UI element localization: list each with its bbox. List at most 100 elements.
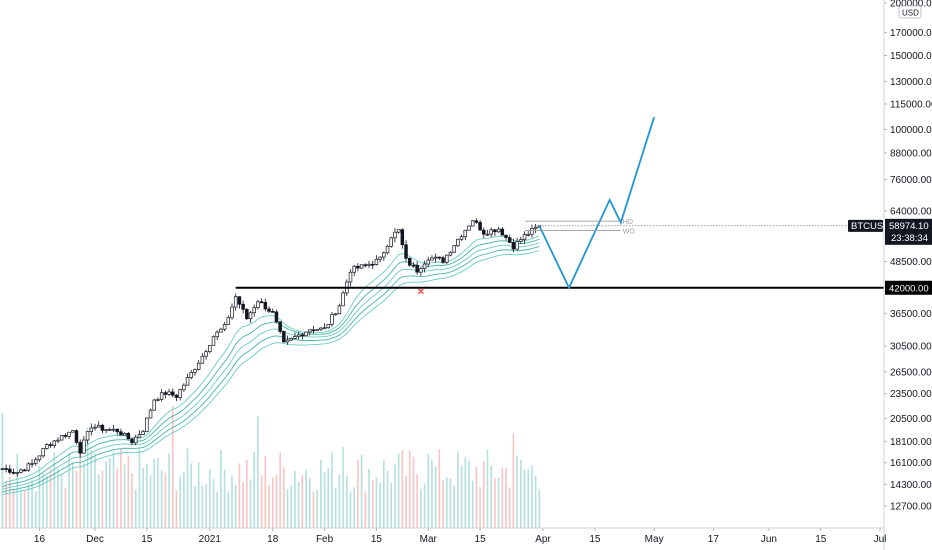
volume-bar [116, 468, 119, 528]
ma-line [2, 235, 540, 485]
volume-bar [338, 474, 341, 528]
time-tick-label: May [645, 534, 664, 545]
candle-body [341, 292, 345, 307]
candle-body [130, 438, 134, 444]
volume-bar [501, 467, 504, 528]
candle-body [37, 455, 42, 461]
volume-bar [31, 479, 33, 528]
candle-body [152, 399, 156, 411]
volume-bar [342, 446, 344, 528]
volume-bar [146, 463, 148, 528]
price-tick-label: 48500.00 [890, 257, 932, 268]
candle-body [63, 435, 68, 437]
volume-bar [523, 469, 526, 528]
candle-body [230, 306, 234, 319]
volume-bar [349, 491, 352, 528]
volume-bar [531, 465, 533, 528]
price-tick-label: 88000.00 [890, 148, 932, 159]
volume-bar [390, 482, 393, 528]
volume-bar [471, 480, 474, 528]
support-line[interactable]: 42000.00 [235, 280, 932, 295]
candle-body [211, 336, 216, 346]
time-tick-label: Dec [86, 534, 104, 545]
candle-body [441, 257, 445, 263]
volume-bar [27, 484, 30, 528]
candle-body [445, 254, 449, 263]
candle-body [122, 432, 127, 436]
volume-bar [283, 467, 285, 528]
volume-bar [238, 463, 241, 528]
candle-body [245, 308, 249, 320]
price-tick-label: 20500.00 [890, 414, 932, 425]
volume-bar [64, 487, 67, 528]
candle-body [56, 439, 60, 442]
volume-bar [46, 476, 48, 528]
volume-bar [208, 469, 211, 528]
volume-bar [271, 477, 274, 528]
volume-bar [149, 475, 152, 528]
time-tick-label: 15 [475, 534, 487, 545]
volume-bar [360, 454, 363, 528]
volume-bar [23, 489, 26, 528]
candle-body [222, 324, 227, 330]
volume-bar [160, 470, 163, 528]
volume-bar [327, 468, 330, 528]
time-tick-label: 18 [267, 534, 279, 545]
countdown-text: 23:38:34 [891, 233, 928, 244]
volume-bar [453, 485, 455, 528]
volume-bar [249, 479, 252, 528]
volume-bar [512, 433, 515, 528]
volume-bar [242, 482, 244, 528]
candle-body [15, 471, 19, 474]
volume-bar [105, 461, 107, 528]
candle-body [404, 244, 408, 259]
candle-body [382, 252, 386, 258]
volume-bar [264, 455, 267, 528]
candle-body [241, 303, 245, 310]
x-marker [417, 288, 424, 295]
candle-body [237, 296, 242, 305]
volume-bar [383, 460, 385, 528]
candle-body [322, 327, 327, 330]
volume-bars [1, 406, 541, 528]
volume-bar [231, 475, 233, 528]
volume-bar [257, 416, 259, 528]
candle-body [489, 229, 493, 235]
volume-bar [457, 451, 459, 528]
candle-body [311, 329, 316, 332]
volume-bar [205, 483, 207, 528]
volume-bar [83, 462, 85, 528]
candle-body [256, 301, 260, 309]
candle-body [326, 323, 331, 329]
range-marker-label: WO [623, 228, 636, 235]
volume-bar [475, 466, 478, 528]
volume-bar [286, 489, 289, 528]
candle-body [8, 468, 12, 473]
volume-bar [142, 468, 144, 528]
candle-body [34, 459, 38, 464]
volume-bar [320, 459, 322, 528]
symbol-badge [848, 219, 883, 232]
volume-bar [164, 473, 167, 528]
candle-body [419, 268, 423, 273]
volume-bar [412, 456, 415, 528]
candle-body [530, 228, 534, 235]
volume-bar [275, 474, 278, 528]
projection-path[interactable] [538, 116, 655, 290]
volume-bar [538, 489, 541, 528]
volume-bar [186, 448, 189, 528]
volume-bar [171, 406, 174, 528]
candle-body [167, 391, 171, 395]
price-axis[interactable]: 200000.00 170000.00 150000.00 130000.00 1150… [539, 0, 932, 550]
volume-bar [357, 460, 359, 528]
time-tick-label: 16 [34, 534, 46, 545]
candle-body [252, 307, 256, 314]
time-axis[interactable]: 16 Dec 15 2021 18 Feb 15 Mar 15 Apr 15 May 17 Jun 15 Ju… [0, 527, 886, 545]
candle-body [156, 399, 160, 401]
candle-body [189, 371, 194, 378]
ma-line [2, 242, 540, 490]
candle-body [111, 428, 116, 431]
candle-body [485, 233, 490, 236]
candle-body [171, 391, 175, 396]
